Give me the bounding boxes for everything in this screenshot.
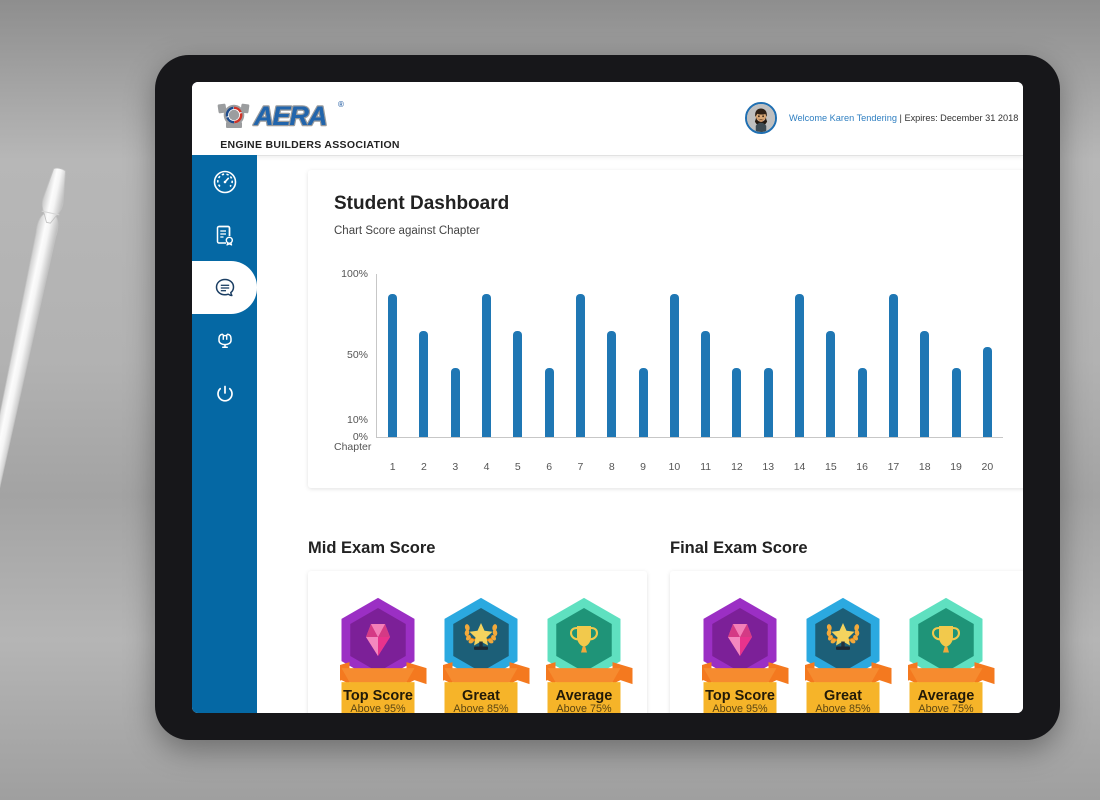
svg-text:Above 85%: Above 85%: [815, 703, 871, 713]
svg-text:®: ®: [338, 100, 344, 109]
svg-text:Average: Average: [556, 688, 613, 704]
svg-text:Average: Average: [918, 688, 975, 704]
svg-text:Great: Great: [462, 688, 500, 704]
svg-text:Above 75%: Above 75%: [918, 703, 974, 713]
svg-text:AERA: AERA: [253, 101, 327, 131]
svg-text:Top Score: Top Score: [343, 688, 413, 704]
svg-text:Above 85%: Above 85%: [453, 703, 509, 713]
svg-text:Above 95%: Above 95%: [350, 703, 406, 713]
svg-text:Great: Great: [824, 688, 862, 704]
svg-text:Above 95%: Above 95%: [712, 703, 768, 713]
svg-text:Above 75%: Above 75%: [556, 703, 612, 713]
svg-text:Top Score: Top Score: [705, 688, 775, 704]
